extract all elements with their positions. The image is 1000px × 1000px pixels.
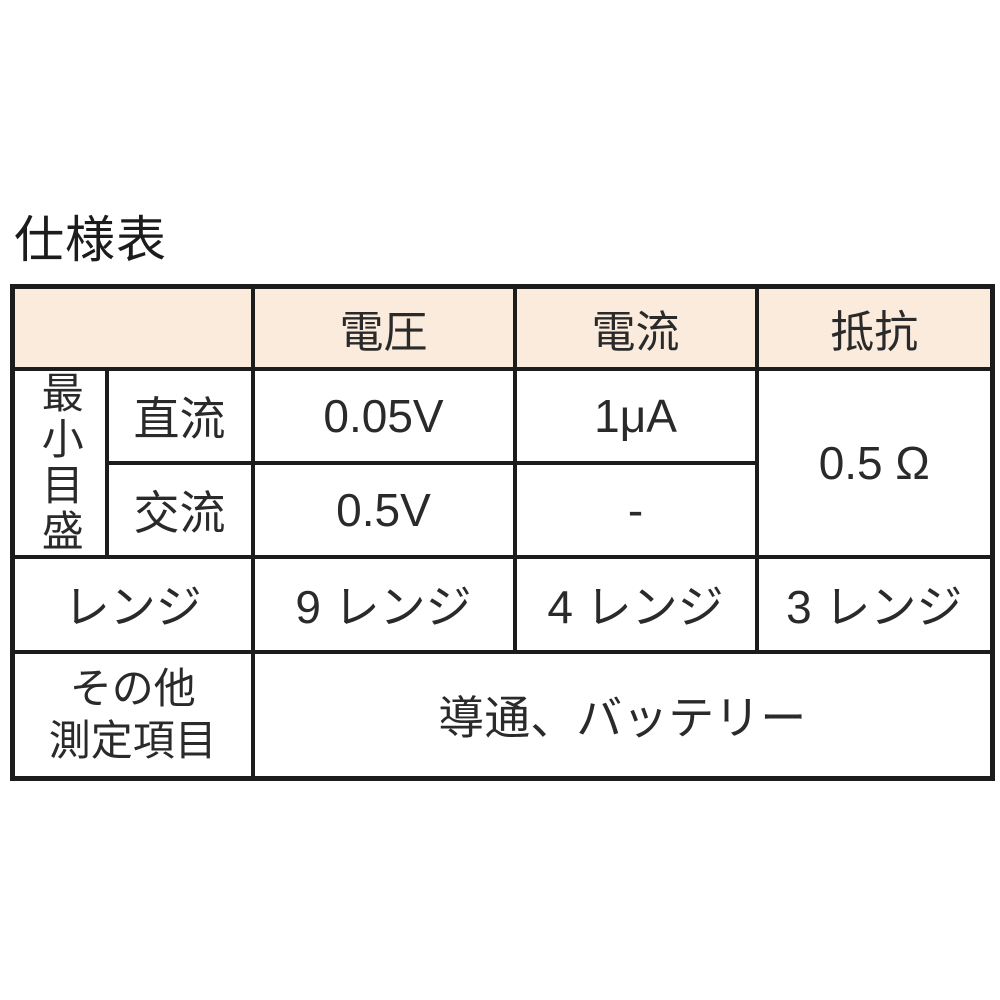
row-range: レンジ 9 レンジ 4 レンジ 3 レンジ: [10, 554, 995, 654]
header-resistance: 抵抗: [754, 284, 995, 371]
cell-other-value: 導通、バッテリー: [250, 649, 995, 781]
row-label-other: その他 測定項目: [10, 649, 255, 781]
cell-range-resistance: 3 レンジ: [754, 554, 995, 654]
row-ac: 交流 0.5V -: [13, 461, 993, 559]
row-label-ac: 交流: [104, 461, 255, 559]
row-label-other-line1: その他: [69, 664, 196, 712]
page-title: 仕様表: [14, 212, 167, 268]
header-voltage: 電圧: [250, 284, 517, 371]
cell-ac-current: -: [512, 461, 759, 559]
cell-resistance: 0.5 Ω: [754, 366, 995, 559]
row-dc: 最小目盛 直流 0.05V 1μA 0.5 Ω: [10, 366, 995, 559]
cell-range-current: 4 レンジ: [512, 554, 759, 654]
spec-table: 電圧 電流 抵抗 最小目盛 直流 0.05V 1μA 0.5 Ω 交流 0.5V…: [10, 284, 995, 781]
header-corner-cell: [10, 284, 255, 371]
cell-range-voltage: 9 レンジ: [250, 554, 517, 654]
row-other: その他 測定項目 導通、バッテリー: [10, 649, 995, 781]
header-row: 電圧 電流 抵抗: [10, 284, 995, 371]
row-label-other-line2: 測定項目: [48, 716, 217, 764]
cell-dc-voltage: 0.05V: [250, 366, 517, 465]
cell-dc-current: 1μA: [512, 366, 759, 465]
cell-ac-voltage: 0.5V: [250, 461, 517, 559]
header-current: 電流: [512, 284, 759, 371]
row-group-label-min-scale: 最小目盛: [10, 366, 109, 559]
row-label-range: レンジ: [10, 554, 255, 654]
row-label-dc: 直流: [104, 366, 255, 465]
